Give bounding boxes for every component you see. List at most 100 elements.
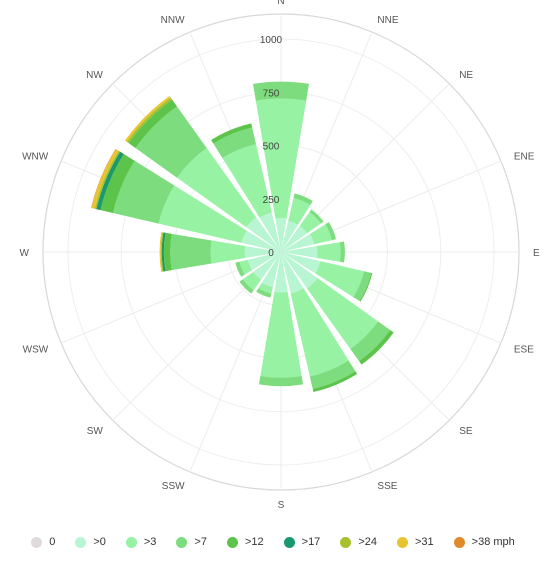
petal-segment-s-1	[274, 252, 288, 293]
petal-segment-nw-1	[246, 217, 281, 252]
direction-label-sse: SSE	[377, 481, 397, 492]
petal-segment-se-2	[307, 278, 379, 350]
petal-segment-nw-7	[125, 96, 171, 142]
legend-item[interactable]: >3	[125, 536, 156, 548]
petal-segment-ene-2	[309, 224, 332, 245]
direction-labels: N NNE NE ENE E ESE SE SSE S SSW SW WSW W WNW NW NNW	[20, 0, 540, 510]
petal-segment-ese-2	[315, 261, 364, 298]
petal-segment-sse-3	[309, 360, 356, 389]
petal-segment-w-7	[159, 232, 163, 272]
petal-segment-sse-1	[281, 252, 304, 294]
radial-tick-label: 750	[263, 88, 280, 99]
direction-label-n: N	[277, 0, 284, 7]
petal-segment-sse-4	[312, 371, 358, 393]
petal-segment-se-1	[281, 252, 318, 289]
petal-segment-e-2	[316, 242, 341, 262]
petal-segment-wsw-2	[239, 259, 253, 275]
petal-segment-w-4	[163, 232, 172, 272]
legend-item[interactable]: >24	[340, 536, 377, 548]
petal-segment-wnw-5	[96, 151, 124, 211]
petal-segment-ne-3	[309, 209, 324, 224]
petal-segment-wsw-1	[247, 252, 281, 271]
petal-segment-wnw-6	[94, 150, 121, 210]
petal-segment-ssw-1	[261, 252, 281, 288]
legend-item[interactable]: >38 mph	[453, 536, 515, 548]
petal-segment-n-1	[275, 217, 287, 252]
radial-tick-label: 0	[268, 248, 274, 259]
petal-segment-ne-1	[281, 226, 307, 252]
direction-label-nw: NW	[86, 70, 103, 81]
petal-segment-sw-1	[253, 252, 281, 280]
petal-segment-wnw-4	[100, 153, 135, 214]
petal-segment-e-3	[339, 241, 345, 263]
petal-segment-nne-2	[288, 198, 311, 225]
legend-label: >31	[414, 536, 434, 548]
petal-segment-ese-3	[353, 271, 372, 302]
legend-item[interactable]: >7	[176, 536, 207, 548]
direction-label-e: E	[533, 248, 540, 259]
petal-segment-ene-1	[281, 233, 315, 252]
legend-label: >17	[301, 536, 321, 548]
legend-swatch	[226, 536, 238, 548]
petal-segment-n-2	[255, 98, 307, 219]
legend-swatch	[176, 536, 188, 548]
petal-segment-w-1	[244, 246, 281, 258]
radial-tick-label: 250	[263, 195, 280, 206]
direction-label-wnw: WNW	[22, 152, 49, 163]
direction-label-ene: ENE	[514, 152, 535, 163]
legend-item[interactable]: 0	[31, 536, 55, 548]
petal-segment-ssw-3	[256, 288, 272, 298]
legend-swatch	[31, 536, 43, 548]
petal-segment-w-5	[161, 232, 166, 272]
direction-label-w: W	[20, 248, 30, 259]
petal-segment-w-3	[170, 233, 212, 271]
petal-segment-ene-3	[325, 222, 336, 241]
petal-segment-nnw-3	[213, 127, 256, 159]
direction-label-se: SE	[459, 426, 473, 437]
direction-label-ese: ESE	[514, 344, 534, 355]
petal-segment-ssw-2	[258, 282, 273, 294]
petal-segment-nnw-2	[222, 144, 272, 218]
petal-segment-ese-4	[359, 272, 373, 302]
petal-segment-sw-3	[239, 279, 254, 294]
petal-segment-n-3	[253, 81, 309, 101]
direction-label-nne: NNE	[377, 15, 398, 26]
petal-segment-sw-2	[242, 271, 262, 291]
wind-petals	[91, 81, 394, 393]
petal-segment-wnw-1	[241, 230, 281, 252]
direction-label-ssw: SSW	[162, 481, 185, 492]
petal-segment-ese-1	[281, 252, 321, 274]
petal-segment-nw-6	[126, 97, 173, 144]
legend-item[interactable]: >12	[226, 536, 264, 548]
legend-label: >24	[358, 536, 377, 548]
legend-swatch	[340, 536, 352, 548]
legend-label: >7	[194, 536, 207, 548]
legend: 0 >0 >3 >7 >12 >17 >24 >31 >38 mph	[0, 530, 546, 554]
petal-segment-ne-2	[299, 212, 321, 234]
petal-segment-nnw-1	[259, 212, 281, 252]
petal-segment-nw-3	[135, 106, 207, 178]
legend-swatch	[75, 536, 87, 548]
legend-item[interactable]: >0	[75, 536, 106, 548]
direction-label-s: S	[278, 500, 285, 510]
petal-segment-sse-2	[290, 288, 349, 377]
wind-rose-chart: 0 250 500 750 1000 N NNE NE ENE E ESE SE SSE S SSW SW W…	[20, 0, 540, 510]
petal-segment-s-3	[258, 375, 304, 387]
direction-label-wsw: WSW	[23, 344, 49, 355]
legend-label: 0	[49, 536, 56, 548]
petal-segment-w-6	[160, 232, 164, 272]
petal-segment-e-1	[281, 246, 318, 258]
legend-label: >38 mph	[471, 536, 515, 548]
direction-label-nnw: NNW	[161, 15, 185, 26]
direction-label-ne: NE	[459, 70, 473, 81]
legend-swatch	[453, 536, 465, 548]
petal-segment-wnw-7	[91, 149, 119, 209]
legend-swatch	[396, 536, 408, 548]
petal-segment-nnw-4	[211, 123, 253, 144]
legend-item[interactable]: >31	[396, 536, 434, 548]
petal-segment-nne-3	[293, 193, 313, 206]
legend-label: >12	[244, 536, 264, 548]
petal-segment-nne-1	[281, 220, 298, 252]
legend-item[interactable]: >17	[283, 536, 321, 548]
direction-label-sw: SW	[87, 426, 104, 437]
